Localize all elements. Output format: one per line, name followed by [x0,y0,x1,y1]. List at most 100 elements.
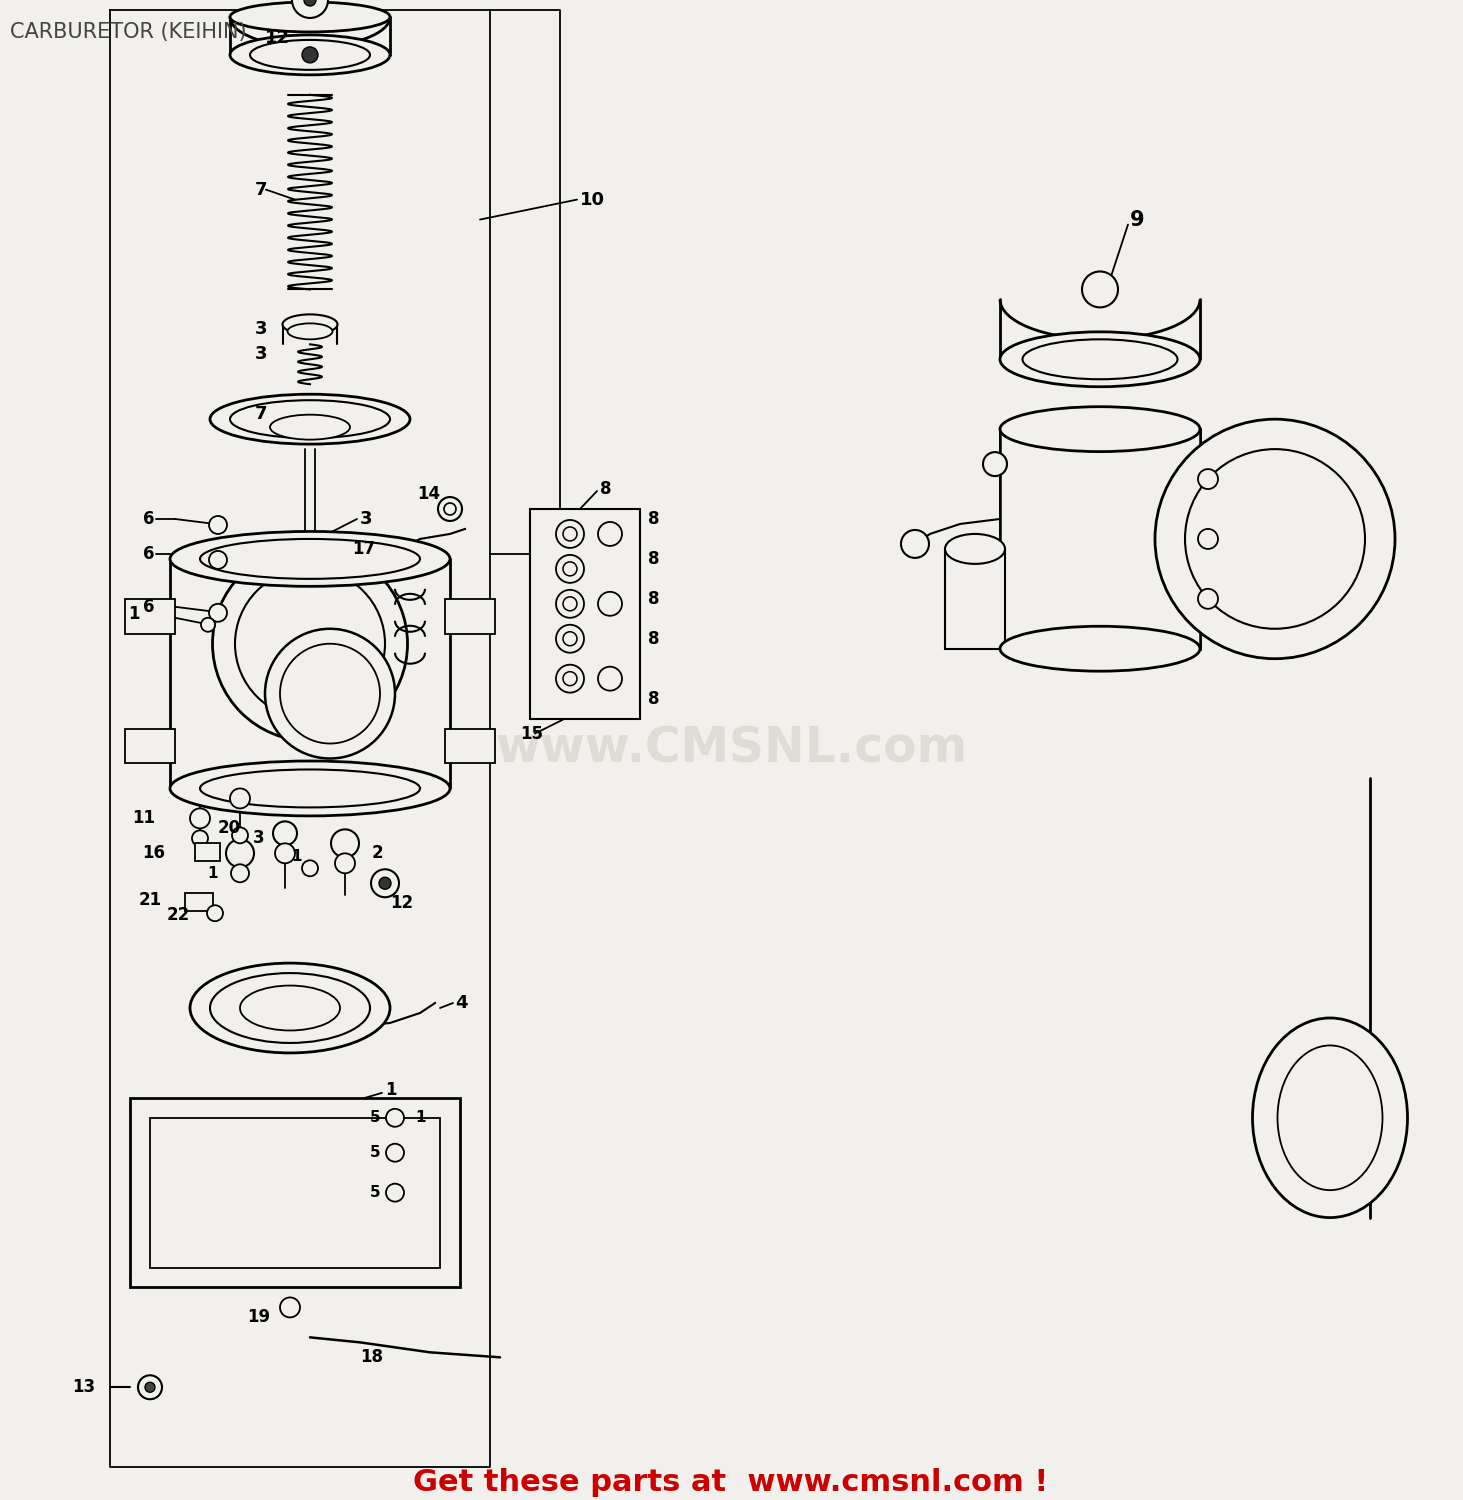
Text: 3: 3 [255,345,268,363]
Text: 15: 15 [519,724,543,742]
Text: 17: 17 [353,540,375,558]
Circle shape [598,522,622,546]
Text: 5: 5 [369,1110,380,1125]
Circle shape [293,0,328,18]
Ellipse shape [288,324,332,339]
Ellipse shape [170,760,451,816]
Text: 14: 14 [417,484,440,502]
Circle shape [563,632,576,645]
Circle shape [275,843,296,864]
Ellipse shape [211,974,370,1042]
Text: 21: 21 [139,891,162,909]
Text: 1: 1 [129,604,140,622]
Text: 8: 8 [648,550,660,568]
Circle shape [563,597,576,610]
Ellipse shape [1023,339,1178,380]
Circle shape [372,870,399,897]
Circle shape [145,1383,155,1392]
Bar [130,1098,459,1287]
Circle shape [274,822,297,846]
Circle shape [1083,272,1118,308]
Ellipse shape [190,963,391,1053]
Circle shape [331,830,358,858]
Text: 12: 12 [265,28,290,46]
Circle shape [138,1376,162,1400]
Circle shape [901,530,929,558]
Text: 22: 22 [167,906,190,924]
Text: 10: 10 [579,190,606,208]
Text: 1: 1 [291,849,301,864]
Ellipse shape [1001,406,1200,451]
Circle shape [556,520,584,548]
Text: 3: 3 [255,321,268,339]
Ellipse shape [265,628,395,759]
Ellipse shape [230,2,391,32]
Bar [530,509,639,718]
Text: 4: 4 [455,994,468,1012]
Circle shape [443,503,456,515]
Bar [184,892,214,910]
Ellipse shape [282,315,338,334]
Ellipse shape [1185,448,1365,628]
Text: 20: 20 [218,819,241,837]
Circle shape [386,1143,404,1161]
Text: Get these parts at  www.cmsnl.com !: Get these parts at www.cmsnl.com ! [414,1467,1049,1497]
Text: 1: 1 [208,865,218,880]
Ellipse shape [250,40,370,70]
Ellipse shape [200,538,420,579]
Bar [445,729,494,764]
Circle shape [379,878,391,890]
Circle shape [209,516,227,534]
Ellipse shape [230,400,391,438]
Text: 19: 19 [247,1308,271,1326]
Circle shape [563,672,576,686]
Circle shape [556,555,584,584]
Text: 6: 6 [143,544,155,562]
Text: 6: 6 [143,598,155,616]
Text: 5: 5 [369,1185,380,1200]
Circle shape [598,592,622,616]
Circle shape [231,864,249,882]
Text: 6: 6 [143,510,155,528]
Text: www.CMSNL.com: www.CMSNL.com [494,724,967,772]
Text: 12: 12 [391,894,413,912]
Text: 8: 8 [648,690,660,708]
Circle shape [556,664,584,693]
Circle shape [556,626,584,652]
Text: 7: 7 [255,405,268,423]
Circle shape [335,853,356,873]
Circle shape [437,496,462,520]
Circle shape [233,828,249,843]
Ellipse shape [211,394,410,444]
Text: 3: 3 [253,830,265,848]
Ellipse shape [230,34,391,75]
Text: 8: 8 [648,630,660,648]
Ellipse shape [200,770,420,807]
Bar [151,1118,440,1268]
Circle shape [563,526,576,542]
Text: 5: 5 [369,1144,380,1160]
Bar [195,843,219,861]
Circle shape [598,666,622,690]
Circle shape [556,590,584,618]
Bar [945,549,1005,648]
Circle shape [304,0,316,6]
Text: 1: 1 [385,1082,396,1100]
Bar [445,598,494,634]
Circle shape [209,550,227,568]
Ellipse shape [271,414,350,440]
Text: 8: 8 [648,510,660,528]
Circle shape [279,1298,300,1317]
Text: 11: 11 [132,810,155,828]
Text: 3: 3 [360,510,373,528]
Circle shape [563,562,576,576]
Circle shape [190,808,211,828]
Text: 18: 18 [360,1348,383,1366]
Ellipse shape [1252,1019,1407,1218]
Ellipse shape [240,986,339,1030]
Circle shape [1198,590,1219,609]
Circle shape [225,840,255,867]
Ellipse shape [279,644,380,744]
Ellipse shape [170,531,451,586]
Text: 7: 7 [255,180,268,198]
